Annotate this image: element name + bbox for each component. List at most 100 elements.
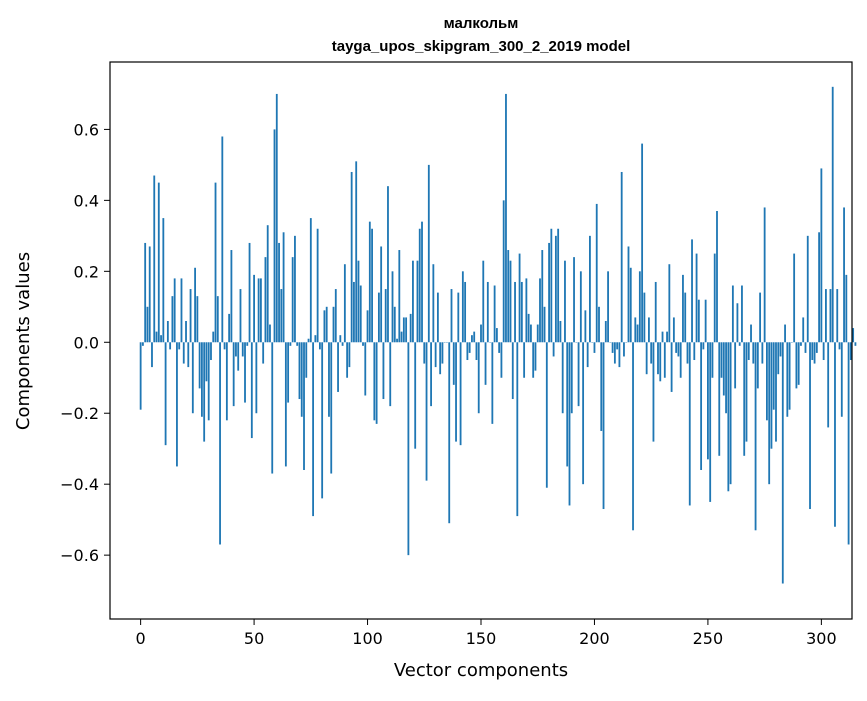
y-tick-label: 0.2 [74,262,99,281]
bar-component-11 [165,342,167,445]
bar-component-91 [346,342,348,377]
bar-component-165 [514,282,516,342]
bar-component-161 [505,94,507,342]
bar-component-72 [303,342,305,470]
bar-component-264 [739,342,741,346]
bar-component-221 [641,144,643,343]
bar-component-213 [623,342,625,356]
bar-component-93 [351,172,353,342]
bar-component-64 [285,342,287,466]
bar-component-235 [673,317,675,342]
bar-component-260 [730,342,732,484]
bar-component-185 [560,321,562,342]
bar-component-80 [321,342,323,498]
bar-component-276 [766,342,768,420]
bar-component-270 [752,342,754,363]
bar-component-244 [693,342,695,360]
bar-component-227 [655,282,657,342]
bar-component-220 [639,271,641,342]
y-tick-label: −0.2 [60,404,99,423]
bar-component-290 [798,342,800,385]
bar-component-164 [512,342,514,399]
bar-component-129 [432,264,434,342]
bar-component-52 [258,278,260,342]
bar-component-239 [682,275,684,342]
bar-component-157 [496,328,498,342]
bar-component-47 [246,342,248,346]
bar-component-106 [380,246,382,342]
bar-component-180 [548,243,550,342]
bar-component-51 [255,342,257,413]
bar-component-181 [550,229,552,343]
bar-component-81 [324,310,326,342]
bar-component-111 [392,271,394,342]
chart-title: малкольм [444,15,519,32]
bar-component-234 [671,342,673,392]
bar-component-2 [144,243,146,342]
y-tick-label: 0.6 [74,120,99,139]
bar-component-291 [800,342,802,346]
bar-component-193 [578,342,580,406]
bar-component-285 [786,342,788,417]
bar-component-170 [525,278,527,342]
bar-component-103 [373,342,375,420]
bar-component-202 [598,307,600,342]
bar-component-149 [478,342,480,413]
bar-component-245 [696,254,698,343]
bar-component-307 [836,289,838,342]
x-axis-label: Vector components [394,660,568,681]
bar-component-57 [269,325,271,343]
bar-component-257 [723,342,725,395]
bar-component-68 [294,236,296,342]
bar-component-10 [162,218,164,342]
bar-component-166 [516,342,518,516]
bar-component-162 [507,250,509,342]
bar-component-104 [376,342,378,424]
bar-component-96 [358,261,360,343]
bar-component-299 [818,232,820,342]
bar-component-69 [296,342,298,346]
bar-component-82 [326,307,328,342]
y-axis-label: Components values [13,252,34,430]
bar-component-74 [308,339,310,343]
bar-component-271 [755,342,757,530]
bar-component-99 [364,342,366,395]
bar-component-79 [319,342,321,349]
bar-component-101 [369,222,371,343]
bar-component-236 [675,342,677,353]
bar-component-115 [401,332,403,343]
bar-component-40 [230,250,232,342]
bar-component-132 [439,342,441,374]
bar-component-273 [759,293,761,343]
bar-component-131 [437,293,439,343]
bar-component-294 [807,236,809,342]
bar-component-41 [233,342,235,406]
bar-component-128 [430,342,432,406]
bar-component-114 [398,250,400,342]
bar-component-137 [451,289,453,342]
bar-component-35 [219,342,221,544]
bar-component-155 [491,342,493,424]
bar-component-120 [412,261,414,343]
bar-component-283 [782,342,784,583]
bar-component-169 [523,342,525,377]
bar-component-163 [510,261,512,343]
bar-component-289 [796,342,798,388]
bar-component-201 [596,204,598,342]
bar-component-226 [653,342,655,441]
bar-component-297 [814,342,816,363]
bar-component-138 [453,342,455,385]
bar-component-219 [637,325,639,343]
bar-component-224 [648,317,650,342]
bar-component-217 [632,342,634,530]
bar-component-26 [199,342,201,388]
bar-component-246 [698,300,700,343]
bar-component-172 [530,325,532,343]
bar-component-97 [360,286,362,343]
bar-component-218 [634,317,636,342]
bar-component-190 [571,342,573,413]
bar-component-168 [521,282,523,342]
bar-component-303 [827,342,829,427]
bar-component-308 [839,342,841,349]
bar-component-142 [462,271,464,342]
